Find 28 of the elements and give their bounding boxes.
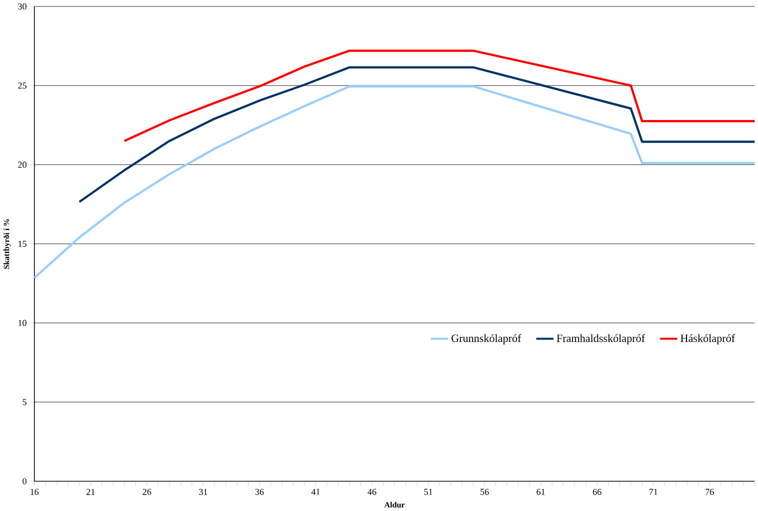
y-tick-label: 5: [22, 399, 26, 406]
y-axis-title: Skattbyrði í %: [3, 219, 11, 269]
y-tick-label: 25: [18, 82, 26, 89]
x-tick-label: 41: [311, 488, 320, 495]
legend-label: Háskólapróf: [680, 334, 735, 344]
y-tick-label: 20: [18, 162, 26, 168]
x-tick-label: 66: [592, 488, 602, 495]
legend-label: Framhaldsskólapróf: [556, 334, 645, 344]
line-series: [78, 66, 756, 204]
x-tick-label: 46: [368, 488, 376, 495]
x-tick-label: 51: [424, 488, 432, 495]
x-tick-label: 31: [199, 488, 208, 495]
line-series: [123, 50, 756, 142]
x-tick-label: 71: [649, 488, 658, 495]
y-tick-label: 0: [22, 478, 26, 484]
x-tick-label: 21: [86, 488, 95, 495]
legend-label: Grunnskólapróf: [452, 334, 522, 344]
x-axis-title: Aldur: [384, 502, 405, 508]
x-tick-label: 36: [255, 488, 264, 495]
x-tick-label: 56: [480, 488, 489, 495]
line-series: [33, 85, 756, 280]
y-tick-label: 10: [18, 320, 26, 326]
y-tick-label: 15: [18, 240, 26, 247]
x-tick-label: 16: [30, 488, 39, 495]
y-tick-label: 30: [18, 3, 26, 10]
x-tick-label: 26: [142, 488, 152, 495]
x-tick-label: 61: [536, 488, 545, 495]
x-tick-label: 76: [706, 488, 714, 495]
